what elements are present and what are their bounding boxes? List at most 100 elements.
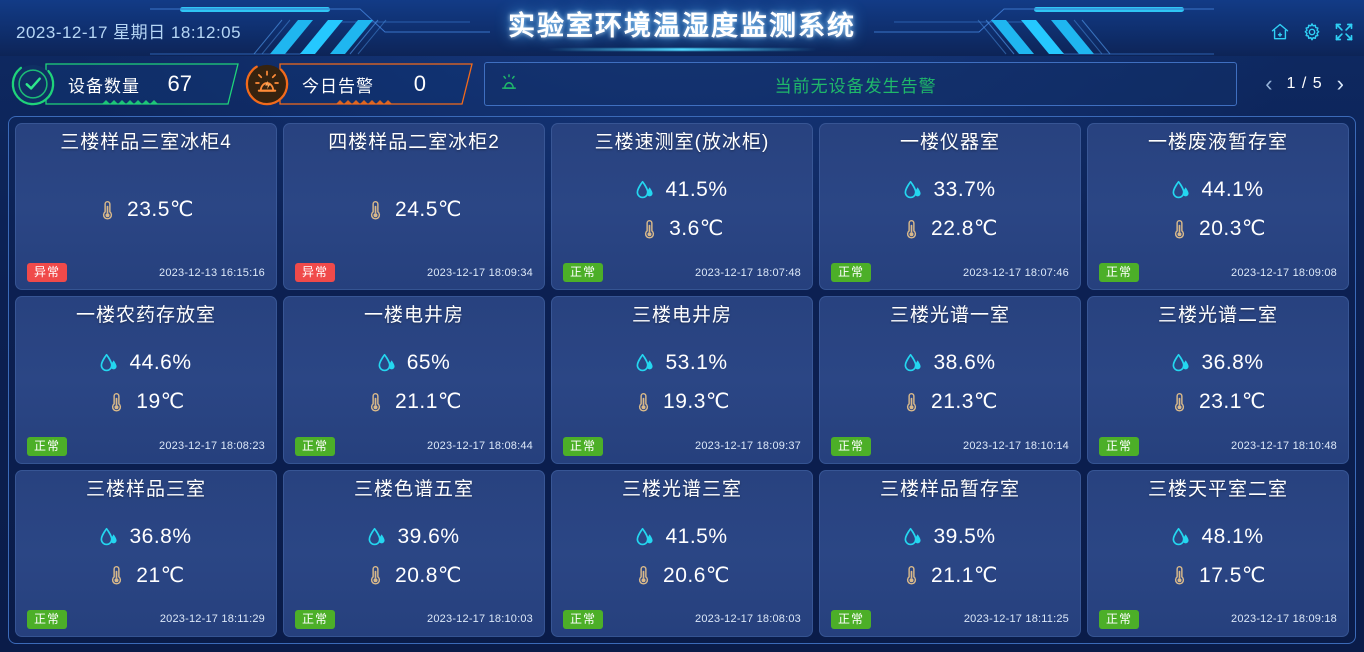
sensor-card[interactable]: 三楼光谱三室 41.5% 20.6℃ 正常 2023-12-17 18:08:03 [551,469,813,637]
humidity-reading: 44.6% [100,351,191,375]
temperature-value: 3.6℃ [669,217,724,240]
temperature-reading: 20.3℃ [1170,216,1266,241]
humidity-drop-icon [637,180,654,199]
sensor-card[interactable]: 三楼速测室(放冰柜) 41.5% 3.6℃ 正常 2023-12-17 18:07:48 [551,123,813,291]
temperature-reading: 19.3℃ [634,389,730,414]
header-icon-group [1270,22,1354,42]
sensor-card-title: 一楼仪器室 [899,132,1000,153]
sensor-card[interactable]: 一楼废液暂存室 44.1% 20.3℃ 正常 2023-12-17 18:09:08 [1087,123,1349,291]
sensor-card[interactable]: 三楼色谱五室 39.6% 20.8℃ 正常 2023-12-17 18:10:03 [283,469,545,637]
sensor-card-title: 一楼电井房 [363,305,464,327]
status-badge: 正常 [295,436,336,456]
sensor-readings: 44.1% 20.3℃ [1097,156,1339,264]
thermometer-icon [638,566,649,585]
reading-timestamp: 2023-12-17 18:08:44 [427,440,533,453]
alarms-value: 0 [413,71,426,96]
status-badge: 正常 [1099,263,1140,283]
humidity-drop-icon [369,527,386,545]
reading-timestamp: 2023-12-17 18:10:03 [427,613,533,626]
gear-icon[interactable] [1302,22,1322,42]
humidity-drop-icon [637,354,654,372]
humidity-reading: 36.8% [100,525,191,549]
alert-message: 当前无设备发生告警 [774,76,937,96]
app-header: 2023-12-17 星期日 18:12:05 实验室环境温湿度监测系统 [0,0,1364,56]
status-badge: 正常 [563,263,604,283]
pagination: ‹ 1 / 5 › [1247,73,1356,95]
page-indicator: 1 / 5 [1286,75,1323,92]
humidity-value: 39.5% [933,524,996,548]
sensor-card[interactable]: 三楼样品暂存室 39.5% 21.1℃ 正常 2023-12-17 18:11:25 [819,469,1081,637]
humidity-reading: 33.7% [904,178,995,202]
reading-timestamp: 2023-12-17 18:07:46 [963,266,1069,279]
next-page-button[interactable]: › [1336,71,1344,96]
humidity-drop-icon [1173,354,1190,372]
humidity-reading: 41.5% [636,178,727,202]
status-badge: 正常 [1099,436,1140,456]
stat-card-devices[interactable]: 设备数量 67 [10,62,239,106]
humidity-reading: 36.8% [1172,351,1263,375]
humidity-drop-icon [1173,527,1190,545]
thermometer-icon [370,392,381,412]
status-badge: 正常 [27,609,68,629]
sensor-card[interactable]: 一楼电井房 65% 21.1℃ 正常 2023-12-17 18:08:44 [283,296,545,464]
reading-timestamp: 2023-12-17 18:11:25 [963,613,1069,626]
temperature-value: 21℃ [136,563,185,587]
sensor-card[interactable]: 三楼样品三室冰柜4 23.5℃ 异常 2023-12-13 16:15:16 [15,123,277,291]
reading-timestamp: 2023-12-17 18:09:18 [1231,613,1337,626]
prev-page-button[interactable]: ‹ [1265,71,1273,96]
sensor-card[interactable]: 四楼样品二室冰柜2 24.5℃ 异常 2023-12-17 18:09:34 [283,123,545,291]
temperature-value: 21.1℃ [395,390,462,414]
temperature-reading: 21.1℃ [366,389,462,414]
reading-timestamp: 2023-12-17 18:09:08 [1231,266,1337,279]
reading-timestamp: 2023-12-17 18:08:23 [159,440,265,453]
temperature-value: 17.5℃ [1199,563,1266,587]
temperature-value: 20.3℃ [1199,217,1266,240]
alarms-label: 今日告警 [302,76,374,96]
header-decoration-left [150,0,490,56]
devices-label: 设备数量 [68,76,140,96]
home-icon[interactable] [1270,22,1290,42]
thermometer-icon [906,392,917,412]
fullscreen-icon[interactable] [1334,22,1354,42]
alarm-bell-icon [502,74,516,89]
temperature-reading: 20.8℃ [366,563,462,588]
temperature-value: 20.6℃ [663,563,730,587]
sensor-readings: 38.6% 21.3℃ [829,329,1071,437]
sensor-card[interactable]: 三楼样品三室 36.8% 21℃ 正常 2023-12-17 18:11:29 [15,469,277,637]
sensor-card-footer: 正常 2023-12-17 18:10:48 [1097,436,1339,456]
temperature-value: 20.8℃ [395,563,462,587]
status-badge: 异常 [27,263,68,283]
sensor-card[interactable]: 一楼仪器室 33.7% 22.8℃ 正常 2023-12-17 18:07:46 [819,123,1081,291]
thermometer-icon [906,219,917,239]
temperature-value: 21.1℃ [931,563,998,587]
thermometer-icon [906,566,917,585]
humidity-drop-icon [1173,180,1190,199]
sensor-card-footer: 正常 2023-12-17 18:11:25 [829,609,1071,629]
humidity-drop-icon [637,527,654,545]
sensor-card-footer: 正常 2023-12-17 18:07:46 [829,263,1071,283]
thermometer-icon [102,200,113,220]
humidity-value: 44.1% [1201,178,1264,201]
sensor-card-footer: 正常 2023-12-17 18:11:29 [25,609,267,629]
sensor-card-title: 三楼样品三室冰柜4 [60,132,232,153]
thermometer-icon [1174,566,1185,585]
sensor-card[interactable]: 一楼农药存放室 44.6% 19℃ 正常 2023-12-17 18:08:23 [15,296,277,464]
sensor-readings: 41.5% 3.6℃ [561,156,803,264]
reading-timestamp: 2023-12-17 18:08:03 [695,613,801,626]
sensor-card[interactable]: 三楼光谱二室 36.8% 23.1℃ 正常 2023-12-17 18:10:48 [1087,296,1349,464]
temperature-reading: 21.3℃ [902,389,998,414]
status-badge: 正常 [563,436,604,456]
humidity-drop-icon [378,354,395,372]
sensor-card[interactable]: 三楼光谱一室 38.6% 21.3℃ 正常 2023-12-17 18:10:14 [819,296,1081,464]
stat-card-alarms[interactable]: 今日告警 0 [244,62,473,106]
humidity-reading: 41.5% [636,525,727,549]
humidity-drop-icon [905,180,922,199]
sensor-card[interactable]: 三楼天平室二室 48.1% 17.5℃ 正常 2023-12-17 18:09:18 [1087,469,1349,637]
sensor-card[interactable]: 三楼电井房 53.1% 19.3℃ 正常 2023-12-17 18:09:37 [551,296,813,464]
thermometer-icon [638,392,649,412]
temperature-reading: 22.8℃ [902,216,998,241]
temperature-reading: 17.5℃ [1170,563,1266,588]
sensor-card-footer: 正常 2023-12-17 18:09:18 [1097,609,1339,629]
temperature-value: 21.3℃ [931,390,998,414]
thermometer-icon [370,566,381,585]
